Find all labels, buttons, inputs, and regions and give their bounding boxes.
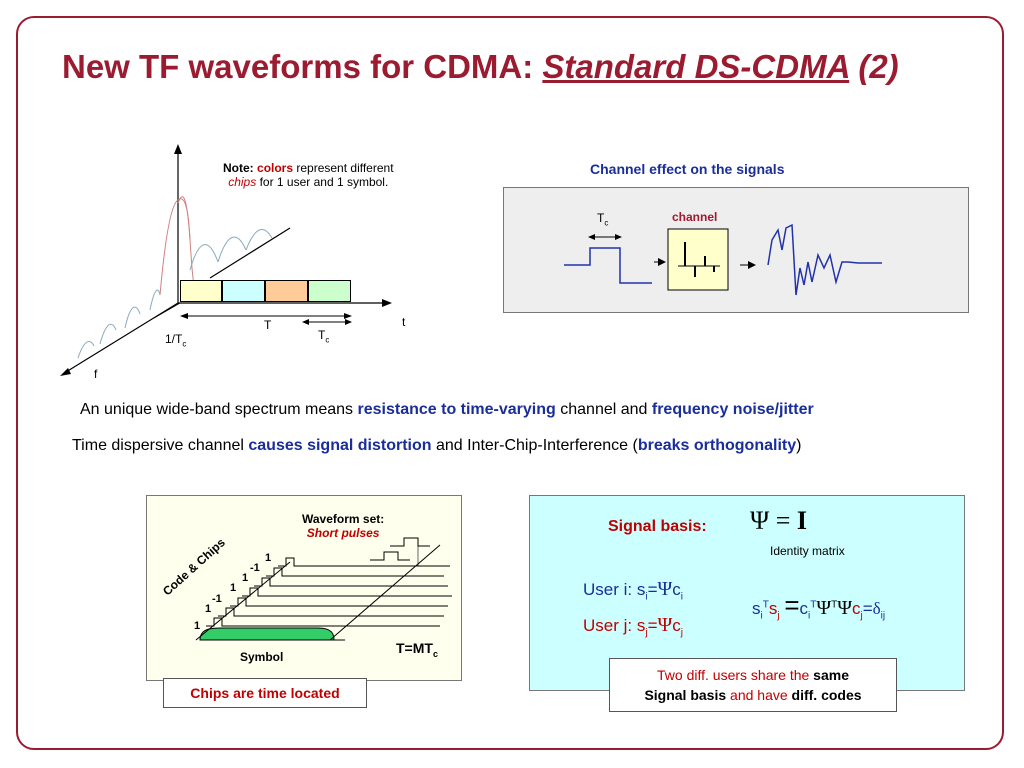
title-underlined: Standard DS-CDMA	[542, 48, 850, 85]
slide-title: New TF waveforms for CDMA: Standard DS-C…	[62, 48, 899, 85]
label-inv-Tc: 1/Tc	[165, 332, 187, 349]
orthogonality-equation: siTsj =ciTΨTΨcj=δij	[752, 590, 886, 622]
waveform-box	[146, 495, 462, 681]
basis-note: Two diff. users share the same Signal ba…	[609, 658, 897, 712]
code-value-1: 1	[194, 620, 201, 632]
tmt-label: T=MTc	[396, 640, 438, 659]
tf-chip-2	[222, 280, 265, 302]
signal-basis-label: Signal basis:	[608, 518, 707, 535]
code-value-7: 1	[265, 552, 272, 564]
user-j-equation: User j: sj=Ψcj	[583, 614, 684, 639]
label-Tc: Tc	[318, 328, 330, 345]
tf-chip-3	[265, 280, 308, 302]
code-value-5: 1	[242, 572, 249, 584]
code-value-4: 1	[230, 582, 237, 594]
waveform-set-label: Waveform set: Short pulses	[302, 512, 385, 540]
tf-chip-1	[180, 280, 222, 302]
slide-frame	[16, 16, 1004, 750]
axis-t-label: t	[402, 315, 406, 329]
sentence-2: Time dispersive channel causes signal di…	[72, 437, 802, 454]
label-T: T	[264, 318, 272, 332]
tf-chip-4	[308, 280, 351, 302]
basis-equation: Ψ = I	[750, 506, 807, 535]
sentence-1: An unique wide-band spectrum means resis…	[80, 401, 814, 418]
identity-matrix-label: Identity matrix	[770, 544, 845, 558]
channel-tc-label: Tc	[597, 211, 609, 228]
symbol-label: Symbol	[240, 650, 284, 664]
code-value-3: -1	[212, 593, 222, 605]
code-value-2: 1	[205, 603, 212, 615]
channel-box	[503, 187, 969, 313]
axis-f-label: f	[94, 367, 98, 381]
user-i-equation: User i: si=Ψci	[583, 578, 684, 603]
channel-label: channel	[672, 210, 718, 224]
channel-heading: Channel effect on the signals	[590, 161, 785, 177]
chips-note: Chips are time located	[163, 678, 367, 708]
tf-note: Note: colors represent different chips f…	[223, 161, 394, 189]
code-value-6: -1	[250, 562, 260, 574]
